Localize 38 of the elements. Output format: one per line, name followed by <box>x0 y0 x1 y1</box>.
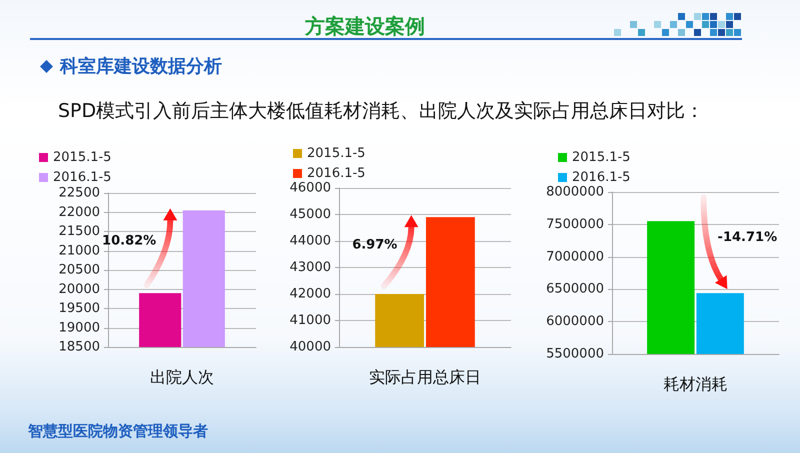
legend-label: 2016.1-5 <box>572 170 630 185</box>
y-tick-label: 44000 <box>290 234 331 248</box>
y-tick-label: 6000000 <box>546 314 604 330</box>
y-tick-label: 45000 <box>290 207 331 222</box>
legend-label: 2015.1-5 <box>53 150 112 165</box>
y-tick-label: 22500 <box>58 186 100 200</box>
y-tick-label: 42000 <box>290 286 331 302</box>
x-tick-label: 耗材消耗 <box>664 374 728 394</box>
y-tick-label: 40000 <box>290 340 331 354</box>
y-tick-label: 20500 <box>58 262 100 278</box>
annotation: 6.97% <box>352 238 398 253</box>
y-tick-label: 22000 <box>58 204 100 220</box>
y-tick-label: 7500000 <box>546 216 604 232</box>
y-tick-label: 18500 <box>58 340 100 354</box>
y-tick-label: 21500 <box>58 224 100 239</box>
y-tick-label: 7000000 <box>546 249 604 264</box>
annotation: -14.71% <box>718 230 778 246</box>
legend-label: 2015.1-5 <box>307 146 366 161</box>
text: 方案建设案例 <box>305 14 425 38</box>
y-tick-label: 8000000 <box>546 184 604 200</box>
x-tick-label: 实际占用总床日 <box>369 368 481 386</box>
text: 智慧型医院物资管理领导者 <box>28 422 208 440</box>
annotation: 10.82% <box>102 234 156 249</box>
y-tick-label: 5500000 <box>546 346 604 362</box>
x-tick-label: 出院人次 <box>150 368 214 386</box>
legend-label: 2016.1-5 <box>53 170 112 185</box>
y-tick-label: 21000 <box>58 243 100 258</box>
y-tick-label: 20000 <box>58 282 100 297</box>
y-tick-label: 19500 <box>58 301 100 316</box>
y-tick-label: 41000 <box>290 313 331 328</box>
legend-label: 2016.1-5 <box>307 166 366 181</box>
y-tick-label: 43000 <box>290 260 331 275</box>
text: 科室库建设数据分析 <box>60 56 222 77</box>
legend-label: 2015.1-5 <box>572 150 630 165</box>
text: SPD模式引入前后主体大楼低值耗材消耗、出院人次及实际占用总床日对比： <box>58 100 704 122</box>
y-tick-label: 46000 <box>290 180 331 196</box>
y-tick-label: 6500000 <box>546 282 604 297</box>
y-tick-label: 19000 <box>58 320 100 336</box>
